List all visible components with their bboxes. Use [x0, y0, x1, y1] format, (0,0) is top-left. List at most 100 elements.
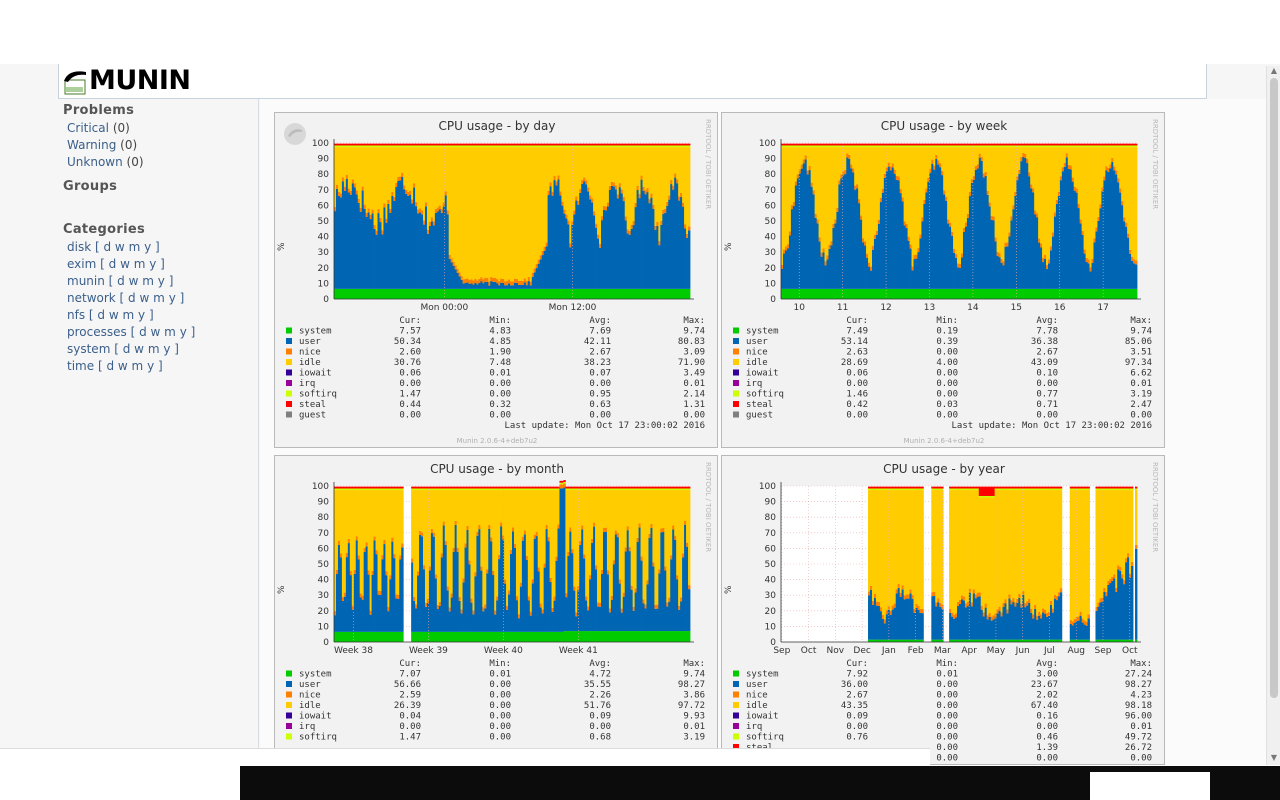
- area-segment-softirq: [361, 145, 365, 148]
- area-segment-idle: [781, 147, 784, 265]
- area-segment-idle: [834, 147, 837, 220]
- area-segment-steal: [1044, 143, 1047, 146]
- area-segment-steal: [1042, 486, 1045, 489]
- period-link[interactable]: w: [120, 257, 130, 271]
- area-segment-softirq: [468, 145, 471, 148]
- category-link[interactable]: system: [67, 342, 111, 356]
- area-segment-steal: [521, 143, 525, 146]
- area-segment-user: [953, 253, 956, 289]
- area-segment-idle: [1109, 147, 1112, 165]
- graph-panel-year[interactable]: CPU usage - by year RRDTOOL / TOBI OETIKE…: [721, 455, 1165, 765]
- graph-panel-week[interactable]: CPU usage - by week RRDTOOL / TOBI OETIKE…: [721, 112, 1165, 448]
- area-segment-user: [654, 229, 657, 289]
- problem-link[interactable]: Warning: [67, 138, 117, 152]
- period-link[interactable]: y: [144, 240, 152, 254]
- category-link[interactable]: network: [67, 291, 116, 305]
- period-link[interactable]: w: [117, 359, 128, 373]
- period-link[interactable]: d: [122, 342, 131, 356]
- period-link[interactable]: w: [128, 274, 139, 288]
- period-link[interactable]: d: [97, 308, 106, 322]
- vertical-scrollbar[interactable]: ▲ ▼: [1266, 66, 1280, 765]
- area-segment-softirq: [1030, 145, 1033, 148]
- period-link[interactable]: w: [134, 342, 144, 356]
- area-segment-steal: [343, 143, 347, 146]
- area-segment-system: [620, 631, 624, 642]
- area-segment-nice: [1103, 176, 1106, 181]
- category-link[interactable]: processes: [67, 325, 127, 339]
- category-link[interactable]: disk: [67, 240, 92, 254]
- period-link[interactable]: m: [147, 342, 160, 356]
- area-segment-steal: [1117, 486, 1120, 489]
- area-segment-nice: [1131, 561, 1134, 566]
- area-segment-user: [357, 202, 361, 289]
- problem-link[interactable]: Unknown: [67, 155, 123, 169]
- area-segment-idle: [1135, 147, 1138, 261]
- area-segment-idle: [864, 147, 867, 242]
- area-segment-nice: [666, 602, 669, 607]
- period-link[interactable]: y: [168, 291, 176, 305]
- area-segment-user: [1115, 174, 1118, 289]
- period-link[interactable]: y: [179, 325, 187, 339]
- area-segment-softirq: [871, 145, 875, 148]
- period-link[interactable]: w: [114, 240, 125, 254]
- problem-link[interactable]: Critical: [67, 121, 109, 135]
- period-link[interactable]: y: [149, 257, 157, 271]
- period-link[interactable]: w: [108, 308, 119, 322]
- area-segment-softirq: [939, 488, 942, 491]
- area-segment-steal: [413, 486, 416, 489]
- scroll-thumb[interactable]: [1270, 78, 1278, 698]
- area-segment-user: [464, 547, 467, 632]
- period-link[interactable]: d: [108, 257, 117, 271]
- category-link[interactable]: munin: [67, 274, 105, 288]
- period-link[interactable]: m: [164, 325, 176, 339]
- area-segment-softirq: [982, 145, 986, 148]
- area-segment-idle: [941, 147, 944, 172]
- period-link[interactable]: d: [128, 291, 136, 305]
- area-segment-nice: [913, 608, 916, 613]
- area-segment-system: [1129, 639, 1132, 642]
- area-segment-idle: [632, 490, 636, 607]
- period-link[interactable]: d: [106, 359, 115, 373]
- area-segment-nice: [640, 556, 643, 561]
- area-segment-steal: [371, 143, 374, 146]
- graph-panel-month[interactable]: CPU usage - by month RRDTOOL / TOBI OETIK…: [274, 455, 718, 765]
- area-segment-user: [440, 213, 444, 289]
- category-link[interactable]: nfs: [67, 308, 86, 322]
- area-segment-idle: [397, 147, 400, 177]
- period-link[interactable]: d: [103, 240, 112, 254]
- period-link[interactable]: y: [138, 308, 146, 322]
- period-link[interactable]: w: [150, 325, 161, 339]
- area-segment-steal: [990, 143, 994, 146]
- area-segment-steal: [335, 143, 339, 146]
- period-link[interactable]: m: [122, 308, 135, 322]
- graph-panel-day[interactable]: CPU usage - by day RRDTOOL / TOBI OETIKER…: [274, 112, 718, 448]
- area-segment-nice: [529, 281, 533, 286]
- period-link[interactable]: m: [128, 240, 141, 254]
- munin-logo[interactable]: MUNIN: [63, 66, 191, 96]
- scroll-up-arrow-icon[interactable]: ▲: [1270, 66, 1278, 75]
- area-segment-softirq: [482, 488, 485, 491]
- period-link[interactable]: m: [142, 274, 154, 288]
- period-link[interactable]: m: [133, 257, 146, 271]
- area-segment-steal: [688, 486, 691, 489]
- period-link[interactable]: d: [117, 274, 125, 288]
- category-link[interactable]: time: [67, 359, 95, 373]
- period-link[interactable]: y: [147, 359, 155, 373]
- area-segment-steal: [927, 143, 930, 146]
- scroll-down-arrow-icon[interactable]: ▼: [1270, 753, 1278, 762]
- area-segment-nice: [365, 542, 369, 547]
- area-segment-nice: [500, 522, 503, 527]
- period-link[interactable]: d: [139, 325, 147, 339]
- period-link[interactable]: w: [139, 291, 150, 305]
- period-link[interactable]: y: [163, 342, 171, 356]
- period-link[interactable]: m: [131, 359, 144, 373]
- area-segment-user: [994, 617, 997, 640]
- period-link[interactable]: y: [157, 274, 165, 288]
- period-link[interactable]: m: [153, 291, 165, 305]
- area-segment-user: [907, 598, 910, 640]
- area-segment-idle: [478, 147, 481, 279]
- area-segment-user: [466, 529, 469, 632]
- area-segment-steal: [885, 143, 889, 146]
- area-segment-softirq: [1069, 488, 1073, 491]
- category-link[interactable]: exim: [67, 257, 97, 271]
